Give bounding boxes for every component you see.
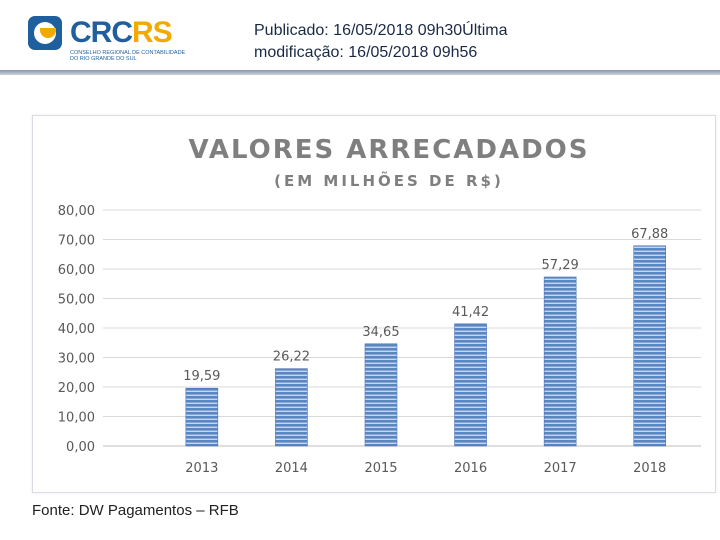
chart-panel: VALORES ARRECADADOS (EM MILHÕES DE R$) 0… xyxy=(32,115,716,493)
data-label-2017: 57,29 xyxy=(542,258,579,273)
data-label-2014: 26,22 xyxy=(273,350,310,365)
y-tick-label: 50,00 xyxy=(58,293,95,308)
logo-wordmark: CRCRS xyxy=(70,16,173,49)
y-tick-label: 60,00 xyxy=(58,263,95,278)
data-label-2016: 41,42 xyxy=(452,305,489,320)
y-tick-label: 80,00 xyxy=(58,204,95,219)
y-tick-label: 70,00 xyxy=(58,234,95,249)
chart-subtitle: (EM MILHÕES DE R$) xyxy=(274,171,504,190)
x-tick-label-2017: 2017 xyxy=(544,461,577,476)
crcrs-logo-icon xyxy=(28,16,62,50)
y-tick-label: 10,00 xyxy=(58,411,95,426)
data-label-2018: 67,88 xyxy=(631,227,668,242)
y-tick-label: 30,00 xyxy=(58,352,95,367)
x-tick-label-2015: 2015 xyxy=(364,461,397,476)
bar-2017 xyxy=(543,276,577,447)
header-divider xyxy=(0,70,720,75)
x-tick-label-2016: 2016 xyxy=(454,461,487,476)
x-tick-label-2018: 2018 xyxy=(633,461,666,476)
y-tick-label: 20,00 xyxy=(58,381,95,396)
source-note: Fonte: DW Pagamentos – RFB xyxy=(32,502,239,519)
x-tick-label-2014: 2014 xyxy=(275,461,308,476)
data-label-2015: 34,65 xyxy=(362,325,399,340)
bar-chart: VALORES ARRECADADOS (EM MILHÕES DE R$) 0… xyxy=(58,135,701,476)
bar-2014 xyxy=(275,368,308,447)
crcrs-logo: CRCRS CONSELHO REGIONAL DE CONTABILIDADE… xyxy=(28,14,208,64)
logo-subtitle: CONSELHO REGIONAL DE CONTABILIDADE DO RI… xyxy=(70,50,186,62)
y-tick-label: 40,00 xyxy=(58,322,95,337)
bar-2015 xyxy=(364,343,398,447)
y-tick-label: 0,00 xyxy=(66,440,95,455)
chart-title: VALORES ARRECADADOS xyxy=(188,135,589,165)
bar-2013 xyxy=(185,387,219,447)
x-tick-label-2013: 2013 xyxy=(185,461,218,476)
publication-info: Publicado: 16/05/2018 09h30Última modifi… xyxy=(254,22,508,61)
bar-2018 xyxy=(633,245,667,447)
page-header: CRCRS CONSELHO REGIONAL DE CONTABILIDADE… xyxy=(0,0,720,78)
bar-2016 xyxy=(454,323,487,447)
data-label-2013: 19,59 xyxy=(183,369,220,384)
